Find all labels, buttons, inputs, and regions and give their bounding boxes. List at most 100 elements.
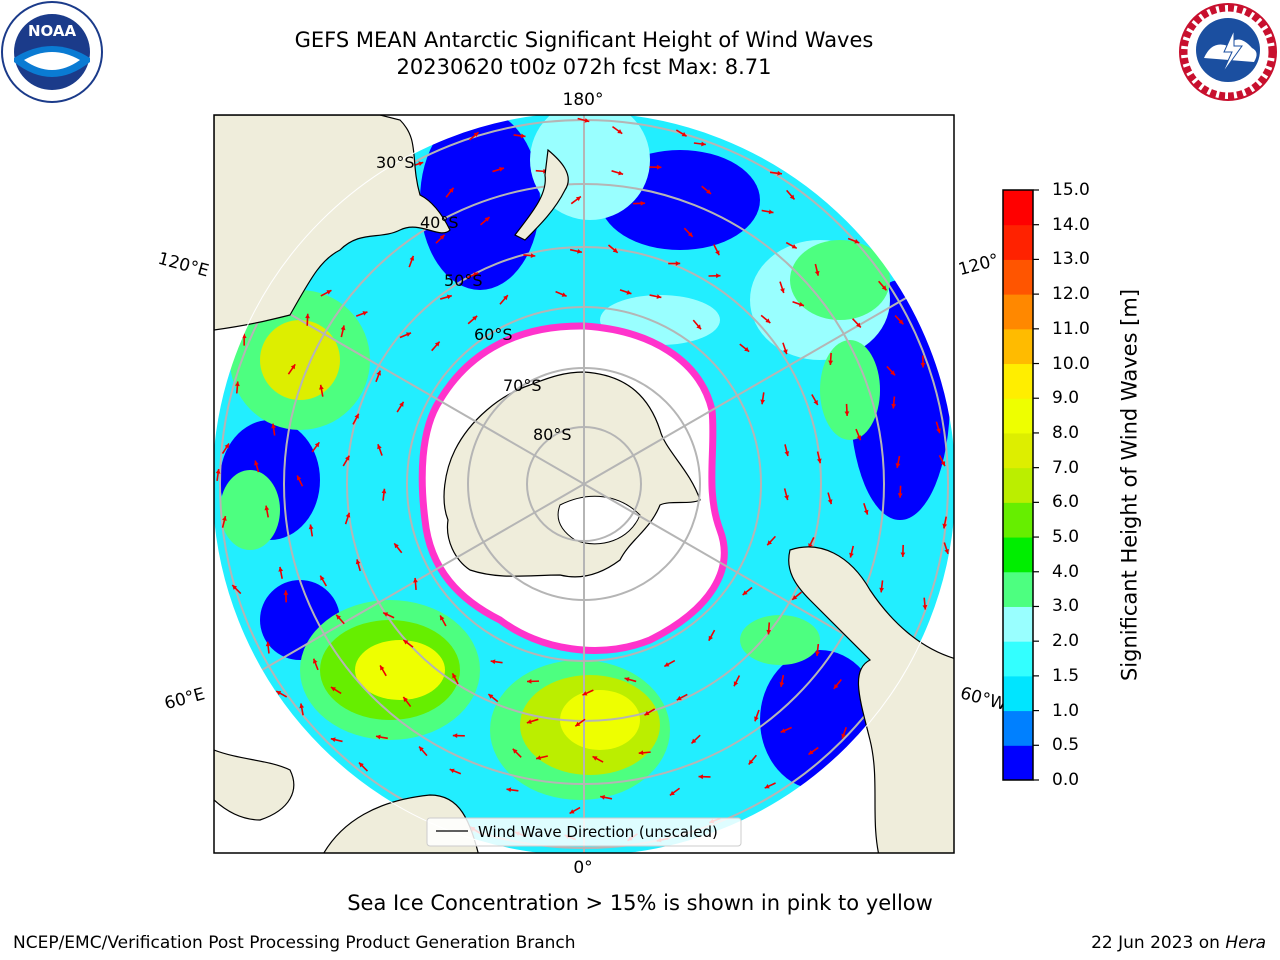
- wind-arrow-head: [265, 641, 271, 647]
- wind-arrow-head: [765, 318, 771, 324]
- wind-arrow-head: [768, 209, 774, 215]
- wind-arrow-head: [283, 590, 289, 595]
- wind-arrow-head: [449, 768, 455, 774]
- wind-arrow-head: [215, 469, 221, 474]
- wind-arrow-head: [715, 250, 720, 256]
- wind-arrow-head: [446, 294, 452, 300]
- wind-arrow-head: [626, 290, 632, 295]
- wind-arrow-head: [584, 118, 590, 123]
- wind-arrow-head: [644, 710, 650, 716]
- colorbar-segment: [1003, 190, 1033, 226]
- lat-label-70s: 70°S: [503, 376, 542, 395]
- wind-arrow-head: [696, 324, 702, 330]
- wind-arrow-head: [330, 737, 336, 743]
- wind-arrow-head: [358, 762, 364, 768]
- wind-arrow-head: [920, 363, 926, 368]
- wind-arrow-head: [748, 759, 754, 765]
- wind-arrow-head: [640, 200, 646, 206]
- wind-arrow-head: [355, 559, 361, 565]
- wind-arrow-head: [399, 401, 404, 407]
- land-africa: [214, 749, 295, 821]
- wind-arrow-head: [530, 253, 536, 258]
- lat-label-40s: 40°S: [420, 213, 459, 232]
- wind-arrow-head: [815, 651, 820, 656]
- wind-arrow-head: [890, 370, 896, 376]
- colorbar-segment: [1003, 259, 1033, 295]
- wind-arrow-head: [742, 590, 748, 595]
- colorbar-tick-label: 12.0: [1052, 284, 1090, 305]
- lat-label-50s: 50°S: [444, 271, 483, 290]
- wind-arrow-head: [708, 635, 713, 641]
- wind-arrow-head: [767, 540, 772, 546]
- wind-arrow-head: [409, 255, 415, 261]
- wind-arrow-head: [336, 614, 341, 620]
- wind-arrow-head: [520, 133, 526, 139]
- wind-arrow-head: [669, 790, 675, 796]
- wind-arrow-head: [656, 164, 662, 170]
- lat-label-80s: 80°S: [533, 425, 572, 444]
- colorbar-segment: [1003, 606, 1033, 642]
- wind-arrow-head: [698, 774, 703, 780]
- wind-arrow-head: [330, 687, 336, 692]
- wind-arrow-head: [276, 691, 282, 696]
- wind-arrow-head: [676, 695, 682, 701]
- colorbar-segment: [1003, 432, 1033, 469]
- wind-arrow-head: [503, 295, 508, 301]
- lat-label-30s: 30°S: [376, 153, 415, 172]
- wind-arrow-head: [783, 349, 788, 355]
- wind-arrow-head: [706, 189, 711, 194]
- wind-arrow-head: [319, 384, 324, 390]
- chart-subtitle: 20230620 t00z 072h fcst Max: 8.71: [396, 55, 772, 79]
- wind-arrow-head: [264, 505, 270, 511]
- map-frame: [213, 114, 955, 854]
- wind-arrow-head: [490, 659, 496, 665]
- wind-arrow-head: [473, 272, 479, 277]
- wind-arrow-head: [222, 516, 227, 521]
- wind-arrow-head: [527, 678, 532, 684]
- wind-arrow-head: [290, 364, 296, 370]
- wind-arrow-head: [448, 187, 454, 193]
- wind-arrow-head: [784, 495, 789, 501]
- wind-arrow-head: [434, 341, 440, 347]
- wind-arrow-head: [618, 170, 624, 176]
- wind-arrow-head: [754, 716, 759, 722]
- wind-arrow-head: [744, 347, 750, 352]
- wind-arrow-head: [895, 463, 901, 468]
- wind-arrow-head: [716, 273, 721, 279]
- wind-arrow-head: [375, 734, 381, 740]
- lat-label-60s: 60°S: [474, 325, 513, 344]
- sea-ice-note: Sea Ice Concentration > 15% is shown in …: [347, 891, 933, 915]
- colorbar-tick-label: 2.0: [1052, 631, 1080, 652]
- colorbar-segment: [1003, 467, 1033, 503]
- wind-arrow-head: [780, 728, 786, 733]
- wind-arrow-head: [936, 428, 941, 434]
- wind-arrow-head: [320, 575, 325, 581]
- footer-machine: Hera: [1225, 933, 1266, 953]
- wind-arrow-head: [833, 683, 839, 689]
- wind-arrow-head: [844, 411, 850, 416]
- wind-arrow-head: [314, 442, 320, 448]
- wind-arrow-head: [362, 311, 368, 316]
- wind-arrow-head: [473, 132, 479, 137]
- wind-arrow-head: [536, 755, 541, 761]
- wind-arrow-head: [940, 461, 946, 467]
- wind-arrow-head: [760, 399, 766, 405]
- land-south-america: [788, 546, 954, 853]
- colorbar-segment: [1003, 571, 1033, 607]
- wind-arrow-head: [345, 455, 350, 461]
- footer-organization: NCEP/EMC/Verification Post Processing Pr…: [13, 933, 576, 953]
- wind-arrow-head: [561, 292, 567, 297]
- wind-arrow-head: [506, 787, 512, 793]
- wind-arrow-head: [854, 239, 860, 244]
- wind-arrow-head: [856, 322, 861, 328]
- wind-arrow-head: [377, 444, 382, 450]
- wind-arrow-head: [354, 413, 359, 419]
- lon-label-180: 180°: [563, 90, 604, 110]
- wind-arrow-head: [308, 524, 314, 530]
- colorbar-tick-label: 0.0: [1052, 770, 1080, 790]
- wind-arrow-head: [232, 585, 238, 590]
- wind-arrow-head: [779, 682, 785, 687]
- colorbar-segment: [1003, 675, 1033, 712]
- wind-arrow-head: [681, 132, 687, 137]
- wind-arrow-head: [691, 738, 697, 744]
